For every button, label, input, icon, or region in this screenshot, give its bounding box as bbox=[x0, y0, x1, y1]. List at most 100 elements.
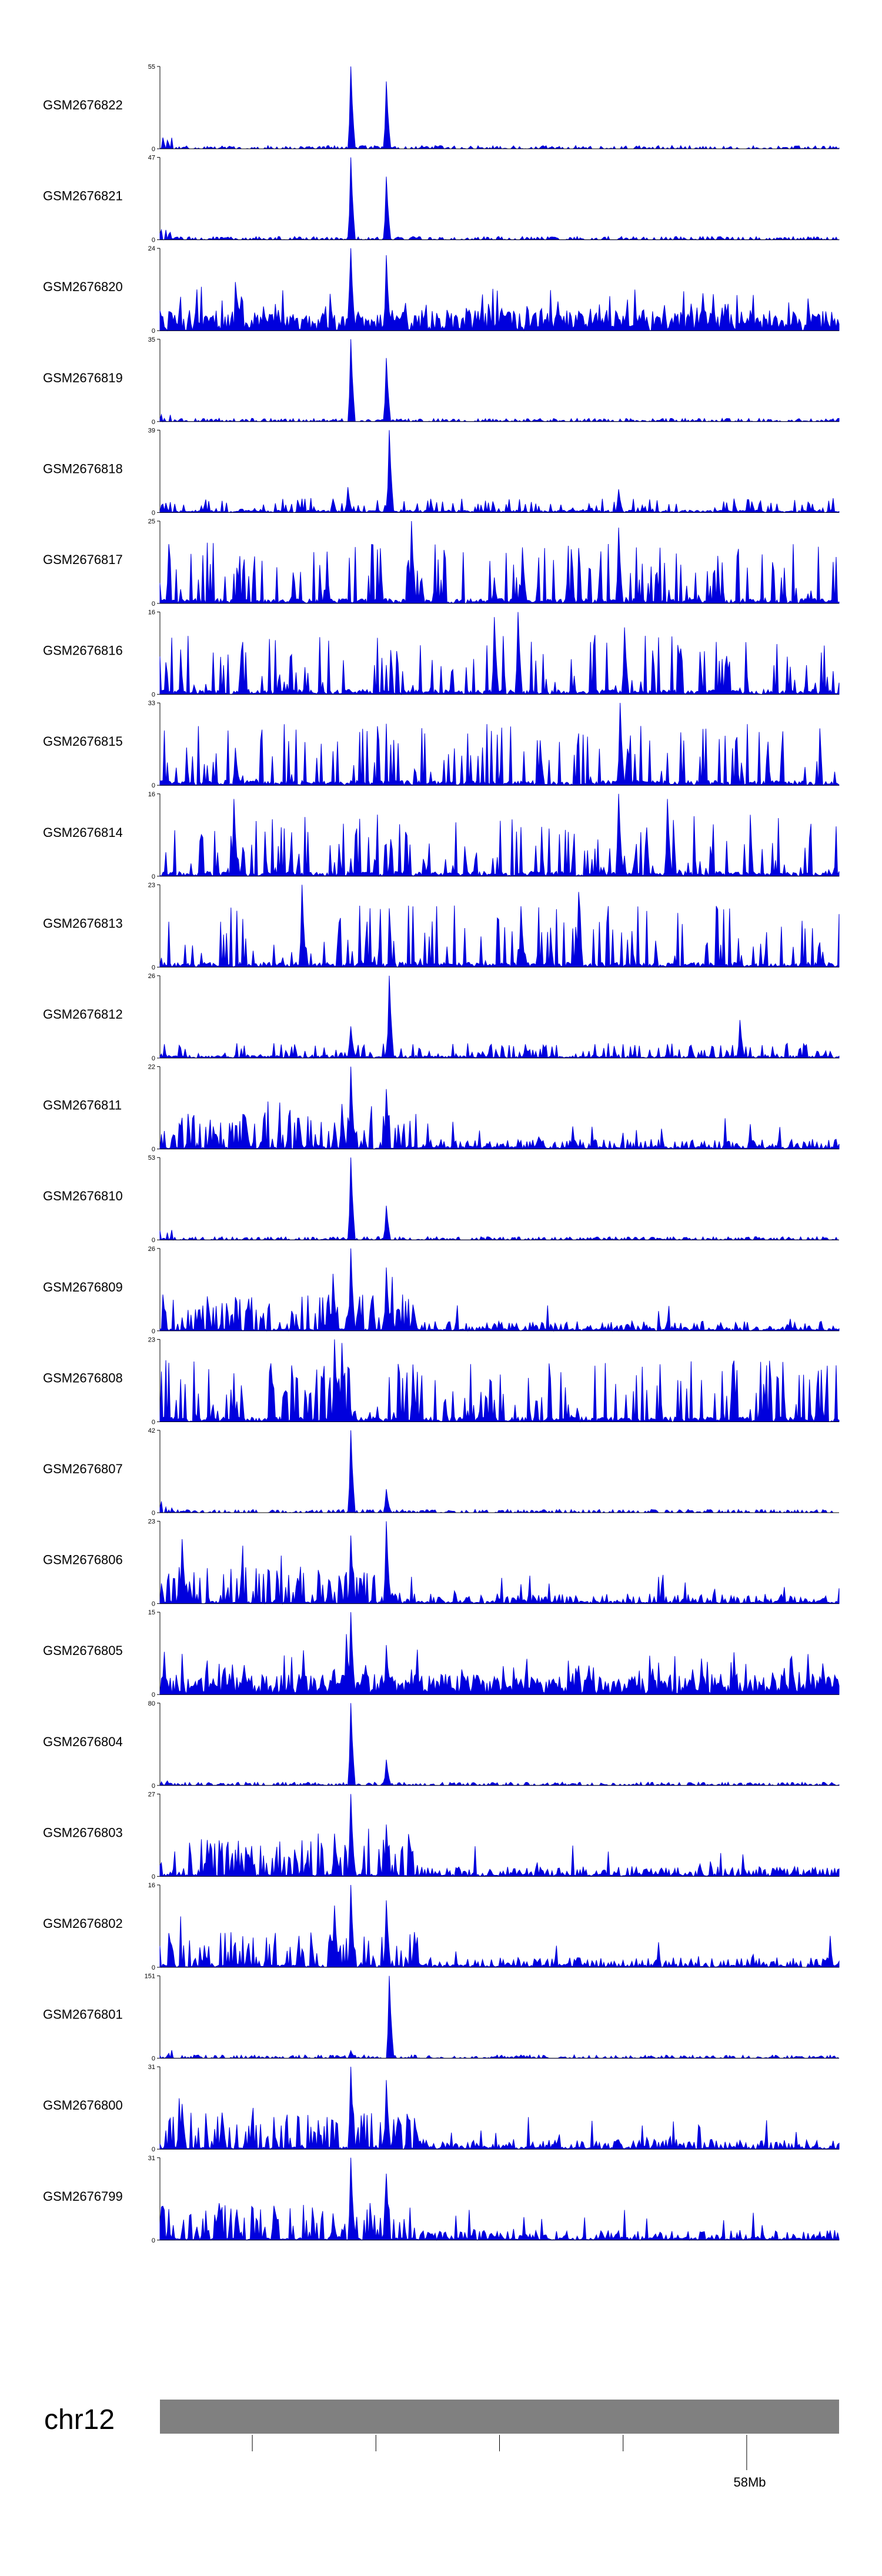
coverage-area bbox=[159, 885, 840, 968]
y-max-label: 23 bbox=[148, 1519, 155, 1526]
track-label: GSM2676822 bbox=[43, 98, 123, 112]
coverage-area bbox=[159, 1794, 840, 1878]
y-min-label: 0 bbox=[152, 1510, 155, 1517]
track-label: GSM2676808 bbox=[43, 1370, 123, 1385]
y-min-label: 0 bbox=[152, 692, 155, 699]
y-min-label: 0 bbox=[152, 1419, 155, 1426]
coverage-area bbox=[159, 1612, 840, 1695]
y-min-label: 0 bbox=[152, 1601, 155, 1608]
y-max-label: 33 bbox=[148, 700, 155, 707]
chromosome-band bbox=[160, 2400, 839, 2434]
coverage-area bbox=[159, 248, 840, 332]
y-min-label: 0 bbox=[152, 146, 155, 153]
y-min-label: 0 bbox=[152, 1328, 155, 1335]
track-label: GSM2676818 bbox=[43, 461, 123, 476]
track-label: GSM2676820 bbox=[43, 279, 123, 294]
y-max-label: 23 bbox=[148, 882, 155, 889]
y-max-label: 35 bbox=[148, 336, 155, 343]
y-min-label: 0 bbox=[152, 509, 155, 516]
track-label: GSM2676807 bbox=[43, 1461, 123, 1476]
y-max-label: 55 bbox=[148, 64, 155, 71]
coverage-area bbox=[159, 703, 840, 786]
coverage-area bbox=[159, 975, 840, 1059]
coverage-area bbox=[159, 157, 840, 241]
y-max-label: 25 bbox=[148, 518, 155, 525]
chromosome-label: chr12 bbox=[44, 2404, 115, 2435]
chromosome-ideogram: chr12 58Mb bbox=[44, 2400, 839, 2490]
track-label: GSM2676806 bbox=[43, 1553, 123, 1567]
coverage-area bbox=[159, 1157, 839, 1241]
y-min-label: 0 bbox=[152, 1964, 155, 1971]
coverage-area bbox=[159, 520, 840, 605]
track-label: GSM2676801 bbox=[43, 2007, 123, 2022]
y-max-label: 16 bbox=[148, 609, 155, 616]
track-label: GSM2676802 bbox=[43, 1916, 123, 1931]
y-max-label: 53 bbox=[148, 1154, 155, 1162]
coverage-area bbox=[159, 1430, 839, 1514]
y-min-label: 0 bbox=[152, 964, 155, 971]
track-label: GSM2676799 bbox=[43, 2189, 123, 2204]
coverage-area bbox=[159, 66, 840, 150]
track-label: GSM2676821 bbox=[43, 189, 123, 203]
y-max-label: 26 bbox=[148, 973, 155, 980]
y-max-label: 23 bbox=[148, 1336, 155, 1343]
y-max-label: 24 bbox=[148, 245, 155, 252]
track-label: GSM2676800 bbox=[43, 2098, 123, 2113]
y-max-label: 31 bbox=[148, 2155, 155, 2162]
y-max-label: 39 bbox=[148, 427, 155, 434]
coverage-area bbox=[159, 1703, 840, 1786]
track-label: GSM2676819 bbox=[43, 371, 123, 385]
coverage-tracks: GSM2676822550GSM2676821470GSM2676820240G… bbox=[43, 64, 840, 2244]
y-min-label: 0 bbox=[152, 1873, 155, 1880]
y-max-label: 31 bbox=[148, 2064, 155, 2071]
y-max-label: 16 bbox=[148, 1882, 155, 1889]
track-label: GSM2676814 bbox=[43, 825, 123, 840]
y-max-label: 27 bbox=[148, 1791, 155, 1798]
y-min-label: 0 bbox=[152, 237, 155, 244]
y-max-label: 42 bbox=[148, 1427, 155, 1434]
coverage-area bbox=[159, 430, 840, 513]
track-label: GSM2676804 bbox=[43, 1734, 123, 1749]
coverage-area bbox=[159, 612, 840, 696]
track-label: GSM2676815 bbox=[43, 734, 123, 749]
y-min-label: 0 bbox=[152, 1691, 155, 1699]
track-label: GSM2676816 bbox=[43, 643, 123, 658]
coverage-area bbox=[159, 1248, 840, 1332]
coverage-area bbox=[159, 793, 840, 877]
y-min-label: 0 bbox=[152, 1237, 155, 1244]
y-min-label: 0 bbox=[152, 1146, 155, 1153]
track-label: GSM2676812 bbox=[43, 1007, 123, 1022]
track-label: GSM2676809 bbox=[43, 1280, 123, 1294]
track-label: GSM2676810 bbox=[43, 1189, 123, 1203]
y-max-label: 15 bbox=[148, 1609, 155, 1616]
y-min-label: 0 bbox=[152, 2146, 155, 2153]
y-min-label: 0 bbox=[152, 873, 155, 880]
coverage-area bbox=[159, 1884, 840, 1968]
track-label: GSM2676811 bbox=[43, 1098, 122, 1113]
coverage-area bbox=[159, 1066, 840, 1150]
track-label: GSM2676803 bbox=[43, 1825, 123, 1840]
y-min-label: 0 bbox=[152, 419, 155, 426]
coverage-area bbox=[159, 2067, 840, 2151]
y-min-label: 0 bbox=[152, 1055, 155, 1062]
coverage-area bbox=[159, 1976, 840, 2059]
chromosome-ticks bbox=[252, 2435, 747, 2470]
position-label: 58Mb bbox=[733, 2475, 766, 2490]
y-min-label: 0 bbox=[152, 2056, 155, 2063]
coverage-area bbox=[159, 1339, 840, 1423]
y-max-label: 80 bbox=[148, 1700, 155, 1707]
coverage-area bbox=[159, 1521, 840, 1605]
y-max-label: 26 bbox=[148, 1246, 155, 1253]
y-max-label: 16 bbox=[148, 791, 155, 798]
y-min-label: 0 bbox=[152, 328, 155, 335]
coverage-area bbox=[159, 339, 840, 423]
coverage-area bbox=[159, 2157, 840, 2241]
y-max-label: 22 bbox=[148, 1064, 155, 1071]
y-min-label: 0 bbox=[152, 2237, 155, 2244]
y-min-label: 0 bbox=[152, 1783, 155, 1790]
y-max-label: 151 bbox=[145, 1973, 155, 1980]
y-max-label: 47 bbox=[148, 155, 155, 162]
track-label: GSM2676805 bbox=[43, 1643, 123, 1658]
y-min-label: 0 bbox=[152, 600, 155, 608]
